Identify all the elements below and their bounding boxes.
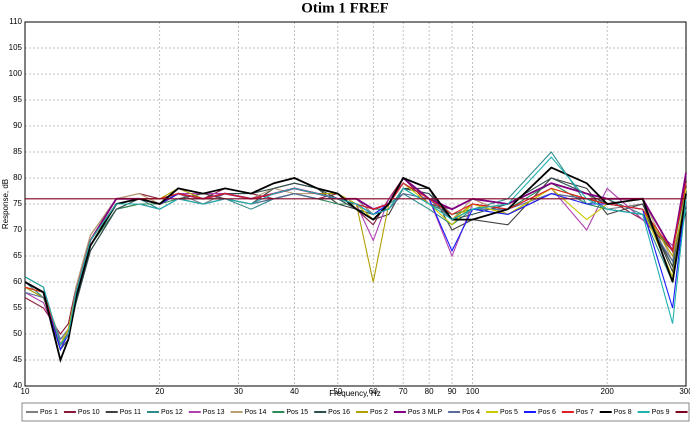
x-tick-label: 80 bbox=[425, 387, 434, 396]
x-tick-label: 20 bbox=[155, 387, 164, 396]
legend-label: Pos 3 MLP bbox=[408, 409, 443, 416]
series-line bbox=[24, 166, 687, 363]
y-tick-label: 80 bbox=[13, 173, 22, 182]
y-tick-label: 45 bbox=[13, 355, 22, 364]
y-tick-label: 60 bbox=[13, 277, 22, 286]
x-tick-label: 200 bbox=[601, 387, 615, 396]
y-tick-label: 75 bbox=[13, 199, 22, 208]
x-tick-label: 90 bbox=[448, 387, 457, 396]
y-tick-label: 50 bbox=[13, 329, 22, 338]
legend-label: Pos 5 bbox=[500, 409, 518, 416]
legend-label: Pos 9 bbox=[652, 409, 670, 416]
legend-label: Pos 11 bbox=[120, 409, 141, 416]
x-tick-label: 40 bbox=[290, 387, 299, 396]
x-tick-label: 300 bbox=[679, 387, 690, 396]
y-tick-label: 90 bbox=[13, 121, 22, 130]
legend-label: Pos 8 bbox=[614, 409, 632, 416]
legend-label: Pos 12 bbox=[161, 409, 183, 416]
x-axis-label: Frequency, Hz bbox=[329, 389, 380, 398]
legend-label: Pos 1 bbox=[40, 409, 58, 416]
x-tick-label: 50 bbox=[333, 387, 342, 396]
y-tick-label: 65 bbox=[13, 251, 22, 260]
series-line bbox=[24, 156, 687, 346]
x-tick-label: 70 bbox=[399, 387, 408, 396]
x-tick-label: 10 bbox=[21, 387, 30, 396]
y-tick-label: 85 bbox=[13, 147, 22, 156]
y-tick-label: 110 bbox=[9, 17, 22, 26]
y-tick-label: 40 bbox=[13, 381, 22, 390]
y-tick-label: 95 bbox=[13, 95, 22, 104]
y-tick-label: 70 bbox=[13, 225, 22, 234]
legend-label: Pos 10 bbox=[78, 409, 100, 416]
legend-label: Pos 15 bbox=[286, 409, 308, 416]
legend-label: Pos 2 bbox=[370, 409, 388, 416]
legend-box bbox=[21, 402, 690, 422]
x-tick-label: 30 bbox=[234, 387, 243, 396]
chart-title: Otim 1 FREF bbox=[301, 0, 389, 16]
x-tick-label: 100 bbox=[466, 387, 480, 396]
y-tick-label: 100 bbox=[9, 69, 23, 78]
legend-label: Pos 4 bbox=[462, 409, 480, 416]
y-tick-label: 55 bbox=[13, 303, 22, 312]
legend-label: Pos 13 bbox=[203, 409, 225, 416]
legend-label: Pos 14 bbox=[245, 409, 267, 416]
x-tick-label: 60 bbox=[369, 387, 378, 396]
legend-label: Pos 6 bbox=[538, 409, 556, 416]
y-tick-label: 105 bbox=[9, 43, 23, 52]
legend-label: Pos 16 bbox=[328, 409, 350, 416]
y-axis-label: Response, dB bbox=[1, 179, 10, 229]
legend-label: Pos 7 bbox=[576, 409, 594, 416]
